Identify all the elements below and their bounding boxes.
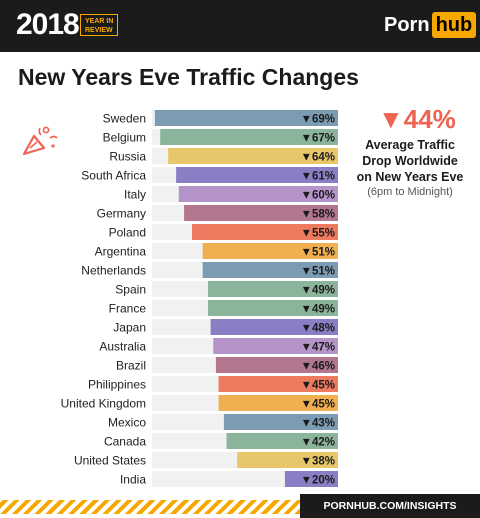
category-label: Netherlands — [81, 264, 146, 278]
bar — [168, 148, 338, 164]
data-label: ▼67% — [301, 133, 335, 145]
footer-link[interactable]: PORNHUB.COM/INSIGHTS — [300, 494, 480, 518]
category-label: Canada — [104, 435, 146, 449]
bar — [226, 433, 338, 449]
category-label: France — [109, 302, 147, 316]
year-in-review-badge: YEAR IN REVIEW — [80, 14, 118, 36]
party-popper-icon — [22, 126, 58, 156]
bar — [154, 110, 338, 126]
bar — [202, 243, 338, 259]
bar — [223, 414, 338, 430]
header-bar: 2018 YEAR IN REVIEW Porn hub — [0, 0, 480, 52]
data-label: ▼49% — [301, 285, 335, 297]
category-label: Philippines — [88, 378, 146, 392]
brand-logo: Porn hub — [384, 12, 477, 38]
category-label: Germany — [97, 207, 146, 221]
bar — [207, 300, 338, 316]
data-label: ▼51% — [301, 266, 335, 278]
footer: PORNHUB.COM/INSIGHTS — [0, 494, 480, 518]
brand-logo-part2: hub — [431, 12, 477, 38]
data-label: ▼55% — [301, 228, 335, 240]
data-label: ▼38% — [301, 456, 335, 468]
category-label: Russia — [109, 150, 146, 164]
data-label: ▼69% — [301, 114, 335, 126]
bar — [210, 319, 338, 335]
bar — [213, 338, 338, 354]
data-label: ▼51% — [301, 247, 335, 259]
bar — [215, 357, 338, 373]
year-badge-line1: YEAR IN — [85, 18, 114, 25]
data-label: ▼61% — [301, 171, 335, 183]
category-label: Mexico — [108, 416, 146, 430]
bar — [207, 281, 338, 297]
data-label: ▼42% — [301, 437, 335, 449]
footer-stripe — [0, 500, 300, 514]
category-label: South Africa — [81, 169, 146, 183]
category-label: Brazil — [116, 359, 146, 373]
category-label: United States — [74, 454, 146, 468]
chart-title: New Years Eve Traffic Changes — [18, 64, 359, 90]
bar — [192, 224, 338, 240]
data-label: ▼48% — [301, 323, 335, 335]
category-label: United Kingdom — [61, 397, 146, 411]
stat-line-3: on New Years Eve — [356, 170, 464, 184]
category-label: India — [120, 473, 146, 487]
bar — [184, 205, 338, 221]
average-drop-value: ▼44% — [378, 104, 456, 134]
category-label: Argentina — [95, 245, 147, 259]
bar — [284, 471, 338, 487]
bar — [218, 376, 338, 392]
bar — [218, 395, 338, 411]
bar — [178, 186, 338, 202]
category-label: Sweden — [103, 112, 146, 126]
stat-line-2: Drop Worldwide — [362, 154, 458, 168]
year-badge-line2: REVIEW — [85, 27, 113, 34]
data-label: ▼45% — [301, 380, 335, 392]
bar — [160, 129, 338, 145]
data-label: ▼60% — [301, 190, 335, 202]
stat-line-1: Average Traffic — [365, 138, 455, 152]
data-label: ▼58% — [301, 209, 335, 221]
year-label: 2018 — [16, 8, 80, 41]
data-label: ▼43% — [301, 418, 335, 430]
data-label: ▼45% — [301, 399, 335, 411]
brand-logo-part1: Porn — [384, 14, 430, 36]
data-label: ▼64% — [301, 152, 335, 164]
bar — [237, 452, 338, 468]
category-label: Poland — [109, 226, 146, 240]
bar — [202, 262, 338, 278]
data-label: ▼49% — [301, 304, 335, 316]
data-label: ▼20% — [301, 475, 335, 487]
data-label: ▼47% — [301, 342, 335, 354]
data-label: ▼46% — [301, 361, 335, 373]
stat-time-note: (6pm to Midnight) — [367, 186, 453, 198]
category-label: Japan — [113, 321, 146, 335]
category-label: Belgium — [103, 131, 146, 145]
category-label: Spain — [115, 283, 146, 297]
bar — [176, 167, 338, 183]
category-label: Australia — [99, 340, 146, 354]
category-label: Italy — [124, 188, 146, 202]
